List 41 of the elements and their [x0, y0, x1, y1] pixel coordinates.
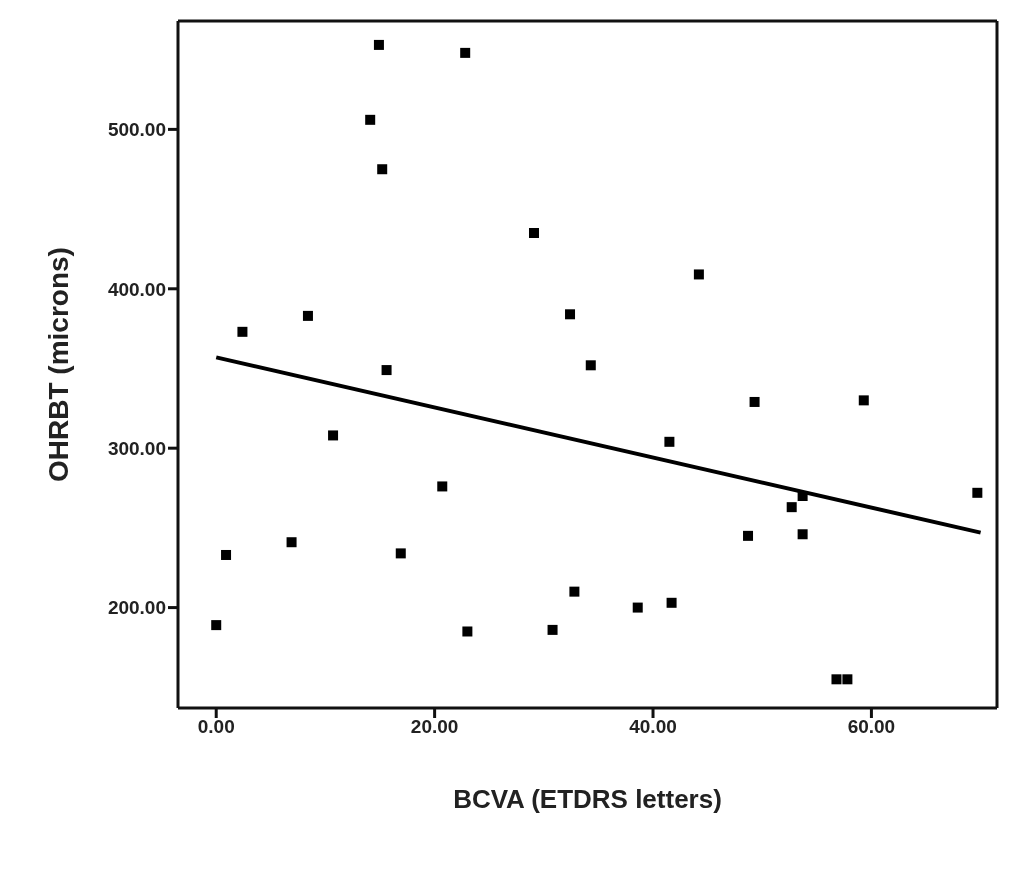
point [211, 620, 222, 631]
y-tick-label: 500.00 [107, 119, 166, 141]
point [666, 597, 677, 608]
point [460, 47, 471, 58]
point [749, 396, 760, 407]
point [328, 430, 339, 441]
point [569, 586, 580, 597]
point [743, 530, 754, 541]
x-tick-label: 0.00 [197, 716, 235, 738]
point [302, 310, 313, 321]
point [972, 487, 983, 498]
point [286, 537, 297, 548]
x-tick-label: 40.00 [629, 716, 677, 738]
y-tick-label: 200.00 [107, 597, 166, 619]
point [528, 228, 539, 238]
point [221, 549, 232, 560]
x-tick-label: 20.00 [410, 716, 459, 738]
point [237, 326, 248, 337]
point [365, 114, 376, 125]
point [585, 360, 596, 371]
point [373, 39, 384, 50]
point [664, 436, 675, 447]
x-tick-label: 60.00 [847, 716, 896, 738]
point [786, 502, 797, 513]
point [693, 269, 704, 280]
point [462, 626, 473, 637]
point [565, 309, 576, 320]
point [632, 602, 643, 613]
x-axis-title: BCVA (ETDRS letters) [453, 784, 722, 814]
point [831, 674, 842, 685]
point [858, 395, 869, 406]
point [437, 481, 448, 492]
point [377, 164, 388, 175]
point [547, 624, 558, 635]
point [797, 529, 808, 540]
point [842, 674, 853, 685]
point [395, 548, 406, 559]
point [381, 365, 392, 376]
y-axis-title: OHRBT (microns) [42, 247, 74, 482]
y-tick-label: 400.00 [107, 278, 166, 300]
y-tick-label: 300.00 [107, 437, 166, 459]
